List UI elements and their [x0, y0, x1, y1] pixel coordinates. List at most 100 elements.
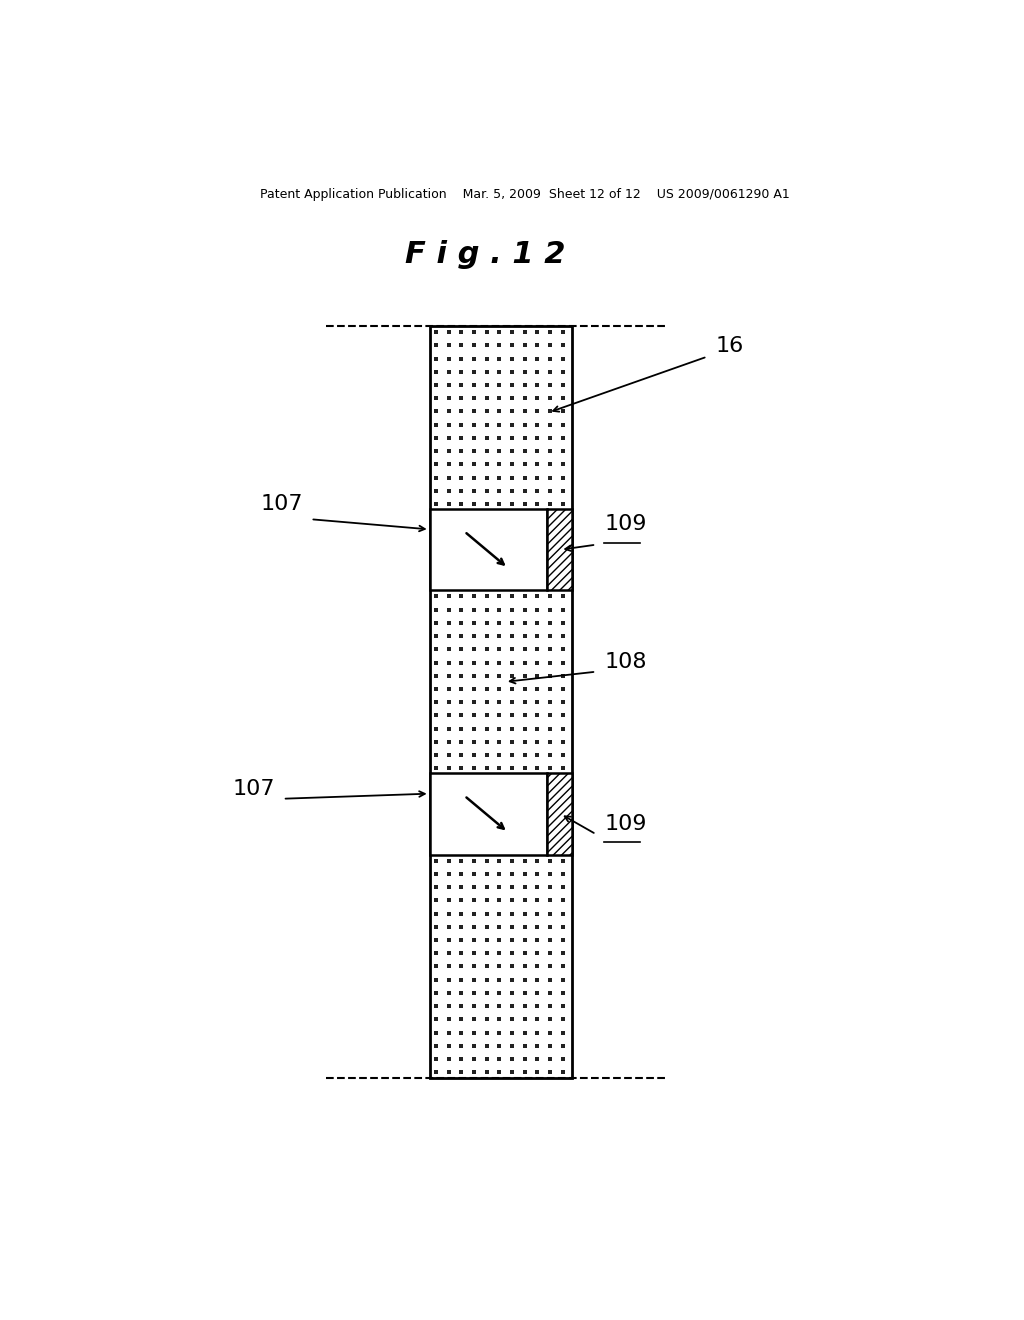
Point: [555, 665, 571, 686]
Point: [555, 982, 571, 1003]
Point: [428, 626, 444, 647]
Point: [492, 388, 508, 409]
Point: [504, 956, 520, 977]
Point: [454, 758, 470, 779]
Point: [555, 890, 571, 911]
Point: [492, 995, 508, 1016]
Point: [440, 467, 457, 488]
Point: [529, 890, 546, 911]
Point: [529, 362, 546, 383]
Point: [555, 678, 571, 700]
Point: [454, 362, 470, 383]
Point: [529, 414, 546, 436]
Point: [542, 903, 558, 924]
Point: [542, 890, 558, 911]
Point: [440, 428, 457, 449]
Point: [529, 758, 546, 779]
Point: [504, 428, 520, 449]
Point: [555, 916, 571, 937]
Point: [517, 335, 534, 356]
Point: [440, 850, 457, 871]
Point: [478, 850, 495, 871]
Point: [517, 863, 534, 884]
Point: [440, 586, 457, 607]
Point: [517, 731, 534, 752]
Text: 109: 109: [604, 515, 647, 535]
Point: [555, 731, 571, 752]
Point: [542, 401, 558, 422]
Point: [454, 388, 470, 409]
Point: [542, 599, 558, 620]
Point: [517, 599, 534, 620]
Point: [478, 995, 495, 1016]
Point: [492, 731, 508, 752]
Point: [478, 612, 495, 634]
Point: [466, 731, 482, 752]
Point: [454, 916, 470, 937]
Point: [555, 876, 571, 898]
Point: [529, 639, 546, 660]
Point: [504, 705, 520, 726]
Point: [466, 995, 482, 1016]
Text: 107: 107: [232, 779, 274, 799]
Point: [529, 454, 546, 475]
Point: [478, 414, 495, 436]
Point: [555, 388, 571, 409]
Point: [454, 401, 470, 422]
Point: [454, 995, 470, 1016]
Bar: [547, 774, 572, 854]
Point: [454, 1035, 470, 1056]
Point: [542, 626, 558, 647]
Point: [529, 1008, 546, 1030]
Point: [555, 1061, 571, 1082]
Point: [440, 1061, 457, 1082]
Point: [504, 599, 520, 620]
Point: [440, 401, 457, 422]
Point: [440, 929, 457, 950]
Point: [492, 1022, 508, 1043]
Point: [504, 362, 520, 383]
Point: [454, 480, 470, 502]
Point: [440, 362, 457, 383]
Point: [517, 454, 534, 475]
Point: [529, 441, 546, 462]
Point: [542, 942, 558, 964]
Point: [542, 956, 558, 977]
Point: [466, 758, 482, 779]
Point: [454, 863, 470, 884]
Point: [428, 441, 444, 462]
Point: [542, 388, 558, 409]
Point: [478, 375, 495, 396]
Point: [517, 388, 534, 409]
Point: [492, 758, 508, 779]
Point: [428, 639, 444, 660]
Point: [542, 916, 558, 937]
Point: [517, 467, 534, 488]
Point: [428, 586, 444, 607]
Point: [466, 348, 482, 370]
Point: [428, 758, 444, 779]
Point: [529, 375, 546, 396]
Point: [504, 665, 520, 686]
Point: [440, 744, 457, 766]
Point: [517, 362, 534, 383]
Point: [478, 652, 495, 673]
Point: [504, 876, 520, 898]
Point: [517, 876, 534, 898]
Point: [529, 586, 546, 607]
Point: [440, 335, 457, 356]
Point: [466, 942, 482, 964]
Point: [428, 942, 444, 964]
Point: [529, 903, 546, 924]
Point: [555, 599, 571, 620]
Point: [478, 401, 495, 422]
Point: [478, 678, 495, 700]
Point: [504, 480, 520, 502]
Point: [428, 744, 444, 766]
Point: [492, 441, 508, 462]
Point: [529, 942, 546, 964]
Point: [529, 428, 546, 449]
Point: [517, 969, 534, 990]
Point: [542, 441, 558, 462]
Point: [504, 678, 520, 700]
